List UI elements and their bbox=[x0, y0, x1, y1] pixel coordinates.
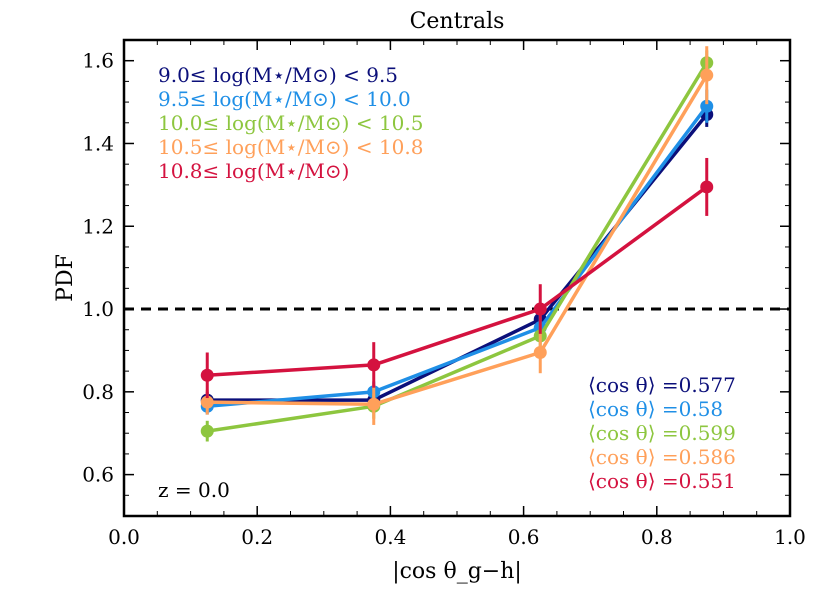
legend: 9.0≤ log(M⋆/M⊙) < 9.59.5≤ log(M⋆/M⊙) < 1… bbox=[158, 63, 423, 183]
mean-label: ⟨cos θ⟩ =0.599 bbox=[588, 421, 736, 445]
legend-entry: 10.5≤ log(M⋆/M⊙) < 10.8 bbox=[158, 135, 423, 159]
y-tick-label: 1.4 bbox=[82, 131, 114, 155]
data-point bbox=[700, 68, 714, 82]
y-axis-label: PDF bbox=[53, 254, 78, 302]
legend-entry: 10.0≤ log(M⋆/M⊙) < 10.5 bbox=[158, 111, 423, 135]
redshift-annotation: z = 0.0 bbox=[158, 478, 230, 502]
mean-labels: ⟨cos θ⟩ =0.577⟨cos θ⟩ =0.58⟨cos θ⟩ =0.59… bbox=[588, 373, 736, 493]
y-tick-label: 1.6 bbox=[82, 49, 114, 73]
data-point bbox=[533, 302, 547, 316]
chart-title: Centrals bbox=[410, 9, 505, 34]
data-point bbox=[200, 424, 214, 438]
mean-label: ⟨cos θ⟩ =0.551 bbox=[588, 469, 736, 493]
series-line bbox=[207, 185, 708, 378]
mean-label: ⟨cos θ⟩ =0.586 bbox=[588, 445, 736, 469]
x-tick-label: 0.4 bbox=[374, 525, 406, 549]
legend-entry: 9.5≤ log(M⋆/M⊙) < 10.0 bbox=[158, 87, 411, 111]
series-4 bbox=[200, 157, 714, 399]
data-point bbox=[200, 395, 214, 409]
x-tick-label: 0.2 bbox=[241, 525, 273, 549]
axis-ticks: 0.0 0.2 0.4 0.6 0.8 1.0 0.6 0.8 1.0 1.2 1.4 1.6 bbox=[82, 39, 806, 549]
legend-entry: 10.8≤ log(M⋆/M⊙) bbox=[158, 159, 349, 183]
series-line bbox=[206, 61, 709, 433]
x-axis-label: |cos θ_g−h| bbox=[392, 559, 522, 584]
data-point bbox=[700, 99, 714, 113]
x-tick-label: 1.0 bbox=[774, 525, 806, 549]
y-tick-label: 0.8 bbox=[82, 380, 114, 404]
mean-label: ⟨cos θ⟩ =0.58 bbox=[588, 397, 723, 421]
data-point bbox=[533, 346, 547, 360]
x-tick-label: 0.8 bbox=[641, 525, 673, 549]
y-tick-label: 1.0 bbox=[82, 297, 114, 321]
legend-entry: 9.0≤ log(M⋆/M⊙) < 9.5 bbox=[158, 63, 398, 87]
data-point bbox=[367, 358, 381, 372]
plot-frame bbox=[122, 38, 792, 518]
y-tick-label: 0.6 bbox=[82, 463, 114, 487]
data-point bbox=[367, 397, 381, 411]
data-point bbox=[200, 368, 214, 382]
x-tick-label: 0.0 bbox=[108, 525, 140, 549]
x-tick-label: 0.6 bbox=[508, 525, 540, 549]
mean-label: ⟨cos θ⟩ =0.577 bbox=[588, 373, 736, 397]
data-point bbox=[700, 180, 714, 194]
series-group bbox=[200, 46, 714, 442]
y-tick-label: 1.2 bbox=[82, 214, 114, 238]
series-line bbox=[207, 74, 709, 406]
